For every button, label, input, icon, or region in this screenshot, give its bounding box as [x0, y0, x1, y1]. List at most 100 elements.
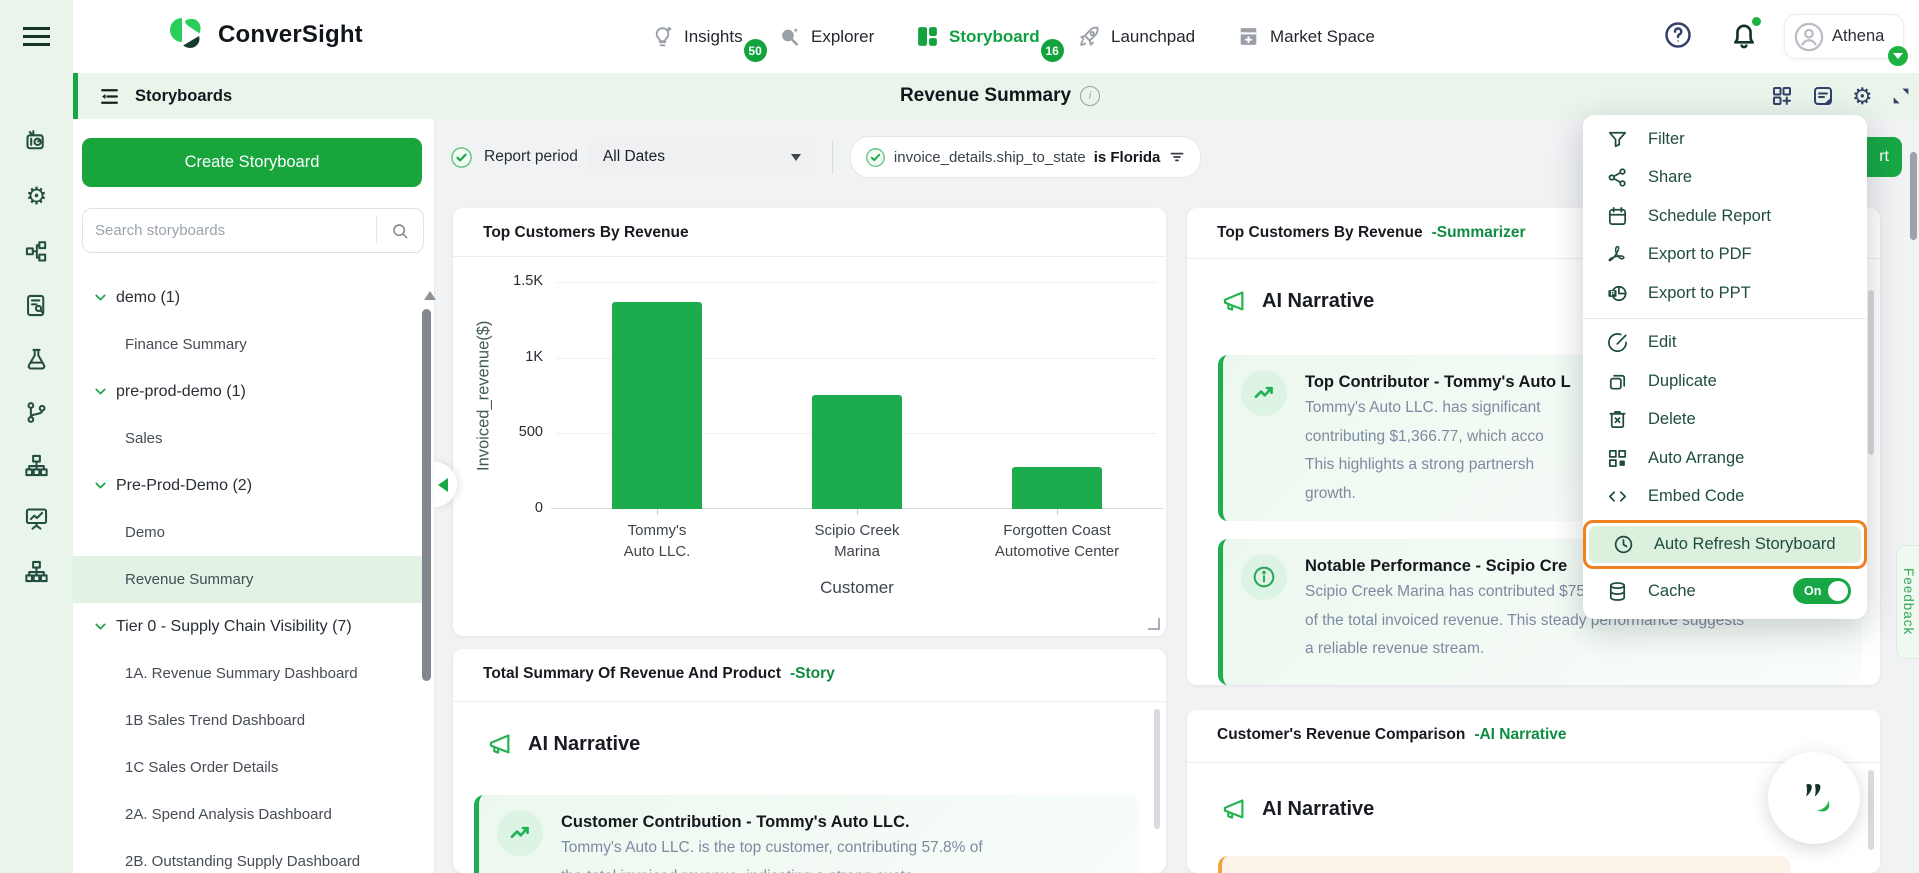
nav-item-storyboard[interactable]: Storyboard 16 [915, 0, 1064, 73]
collapse-panel-icon[interactable] [97, 84, 122, 109]
sidebar-scroll-up-icon[interactable] [424, 291, 436, 300]
ai-narrative-icon [1221, 796, 1248, 823]
help-icon[interactable] [1663, 20, 1693, 50]
chart-gridline [557, 357, 1157, 359]
menu-item-schedule-report[interactable]: Schedule Report [1583, 197, 1867, 236]
storyboard-grid-icon [915, 24, 940, 49]
ai-narrative-header: AI Narrative [1262, 290, 1375, 312]
fullscreen-expand-icon[interactable] [1890, 85, 1912, 107]
card-scrollbar-thumb[interactable] [1154, 709, 1160, 829]
tree-child-label: 1C Sales Order Details [125, 759, 279, 776]
sidebar-item-revenue-summary[interactable]: Revenue Summary [73, 556, 425, 603]
user-dropdown-icon[interactable] [1888, 46, 1908, 66]
sidebar-item-sales[interactable]: Sales [73, 415, 425, 462]
narrative-heading: Customer Contribution - Tommy's Auto LLC… [561, 813, 910, 831]
tree-child-label: 2A. Spend Analysis Dashboard [125, 806, 332, 823]
menu-item-export-to-ppt[interactable]: P Export to PPT [1583, 274, 1867, 313]
user-menu[interactable]: Athena [1784, 14, 1908, 66]
settings-gear-icon[interactable]: ⚙ [25, 183, 48, 210]
narrative-item: Customer Contribution - Tommy's Auto LLC… [474, 795, 1140, 873]
connections-icon[interactable] [23, 238, 50, 265]
menu-item-label: Schedule Report [1648, 206, 1771, 225]
chart-bar[interactable] [812, 394, 902, 509]
brand-logo[interactable]: ConverSight [165, 13, 363, 57]
breadcrumb[interactable]: Storyboards [97, 73, 232, 119]
feedback-tab[interactable]: Feedback [1896, 545, 1919, 659]
notifications-bell-icon[interactable] [1728, 17, 1761, 51]
chip-field: invoice_details.ship_to_state [893, 148, 1086, 166]
sidebar-item-demo-1-[interactable]: demo (1) [73, 274, 425, 321]
comparison-card: Customer's Revenue Comparison -AI Narrat… [1187, 710, 1880, 873]
sidebar-collapse-handle[interactable] [434, 462, 457, 507]
sidebar-item-finance-summary[interactable]: Finance Summary [73, 321, 425, 368]
cache-toggle[interactable]: On [1793, 578, 1851, 604]
ppt-icon: P [1606, 282, 1629, 305]
menu-item-auto-refresh-storyboard[interactable]: Auto Refresh Storyboard [1589, 526, 1861, 563]
search-input[interactable] [83, 222, 376, 239]
sidebar-item-pre-prod-demo-2-[interactable]: Pre-Prod-Demo (2) [73, 462, 425, 509]
settings-gear-icon[interactable]: ⚙ [1852, 82, 1873, 109]
chevron-down-icon[interactable] [92, 477, 109, 494]
chevron-down-icon[interactable] [92, 289, 109, 306]
sidebar-item-pre-prod-demo-1-[interactable]: pre-prod-demo (1) [73, 368, 425, 415]
filterbar-divider [831, 140, 833, 174]
sidebar-item-tier-0-supply-chain-visibility-7-[interactable]: Tier 0 - Supply Chain Visibility (7) [73, 603, 425, 650]
sitemap-icon[interactable] [23, 452, 50, 479]
card-resize-handle[interactable] [1148, 618, 1160, 630]
trash-icon [1606, 408, 1629, 431]
chart-bar[interactable] [1012, 467, 1102, 509]
conversight-chat-button[interactable] [1768, 752, 1860, 844]
toggle-state-label: On [1804, 584, 1822, 598]
add-widget-icon[interactable] [1770, 84, 1794, 108]
search-icon[interactable] [390, 221, 410, 241]
edit-icon [1606, 331, 1629, 354]
auto-arrange-icon [1606, 447, 1629, 470]
filter-chip[interactable]: invoice_details.ship_to_state is Florida [849, 136, 1202, 178]
sidebar-item-demo[interactable]: Demo [73, 509, 425, 556]
chart-bar[interactable] [612, 302, 702, 509]
menu-item-cache[interactable]: Cache On [1583, 571, 1867, 611]
menu-item-duplicate[interactable]: Duplicate [1583, 362, 1867, 401]
sidebar-item-2a-spend-analysis-dashboard[interactable]: 2A. Spend Analysis Dashboard [73, 791, 425, 838]
menu-item-export-to-pdf[interactable]: Export to PDF [1583, 236, 1867, 275]
info-icon[interactable]: i [1080, 86, 1101, 106]
sidebar-scrollbar-thumb[interactable] [422, 309, 431, 681]
card-scrollbar-thumb[interactable] [1868, 290, 1874, 455]
nav-item-insights[interactable]: Insights 50 [650, 0, 767, 73]
active-section-bar [73, 73, 78, 119]
nav-item-market-space[interactable]: Market Space [1236, 0, 1375, 73]
git-branch-icon[interactable] [23, 399, 50, 426]
report-period-select[interactable]: All Dates [588, 137, 815, 177]
card-scrollbar-thumb[interactable] [1868, 770, 1874, 850]
menu-item-embed-code[interactable]: Embed Code [1583, 478, 1867, 517]
nav-item-explorer[interactable]: Explorer [777, 0, 874, 73]
lab-flask-icon[interactable] [23, 346, 50, 373]
sidebar-item-1c-sales-order-details[interactable]: 1C Sales Order Details [73, 744, 425, 791]
create-storyboard-button[interactable]: Create Storyboard [82, 138, 422, 187]
chevron-down-icon[interactable] [92, 618, 109, 635]
menu-item-edit[interactable]: Edit [1583, 324, 1867, 363]
menu-item-auto-arrange[interactable]: Auto Arrange [1583, 439, 1867, 478]
menu-item-label: Auto Arrange [1648, 448, 1745, 467]
menu-item-share[interactable]: Share [1583, 159, 1867, 198]
chevron-down-icon[interactable] [92, 383, 109, 400]
tree-group-label: pre-prod-demo (1) [116, 382, 246, 400]
sidebar-item-1b-sales-trend-dashboard[interactable]: 1B Sales Trend Dashboard [73, 697, 425, 744]
menu-item-filter[interactable]: Filter [1583, 120, 1867, 159]
hierarchy-icon[interactable] [23, 558, 50, 585]
notes-icon[interactable] [1811, 84, 1835, 108]
presentation-icon[interactable] [23, 505, 50, 532]
ai-narrative-header: AI Narrative [1262, 798, 1375, 820]
highlighted-menu-item-wrap: Auto Refresh Storyboard [1583, 520, 1867, 569]
sidebar-item-1a-revenue-summary-dashboard[interactable]: 1A. Revenue Summary Dashboard [73, 650, 425, 697]
main-scrollbar-thumb[interactable] [1910, 152, 1917, 240]
menu-item-label: Edit [1648, 333, 1677, 352]
menu-item-delete[interactable]: Delete [1583, 401, 1867, 440]
chart-ylabel: Invoiced_revenue($) [474, 320, 493, 471]
comparison-title: Customer's Revenue Comparison [1217, 726, 1466, 743]
nav-item-launchpad[interactable]: Launchpad [1077, 0, 1195, 73]
report-doc-icon[interactable] [23, 292, 50, 319]
assistant-bot-icon[interactable] [23, 128, 50, 155]
hamburger-menu-icon[interactable] [23, 27, 50, 46]
sidebar-item-2b-outstanding-supply-dashboard[interactable]: 2B. Outstanding Supply Dashboard [73, 838, 425, 873]
